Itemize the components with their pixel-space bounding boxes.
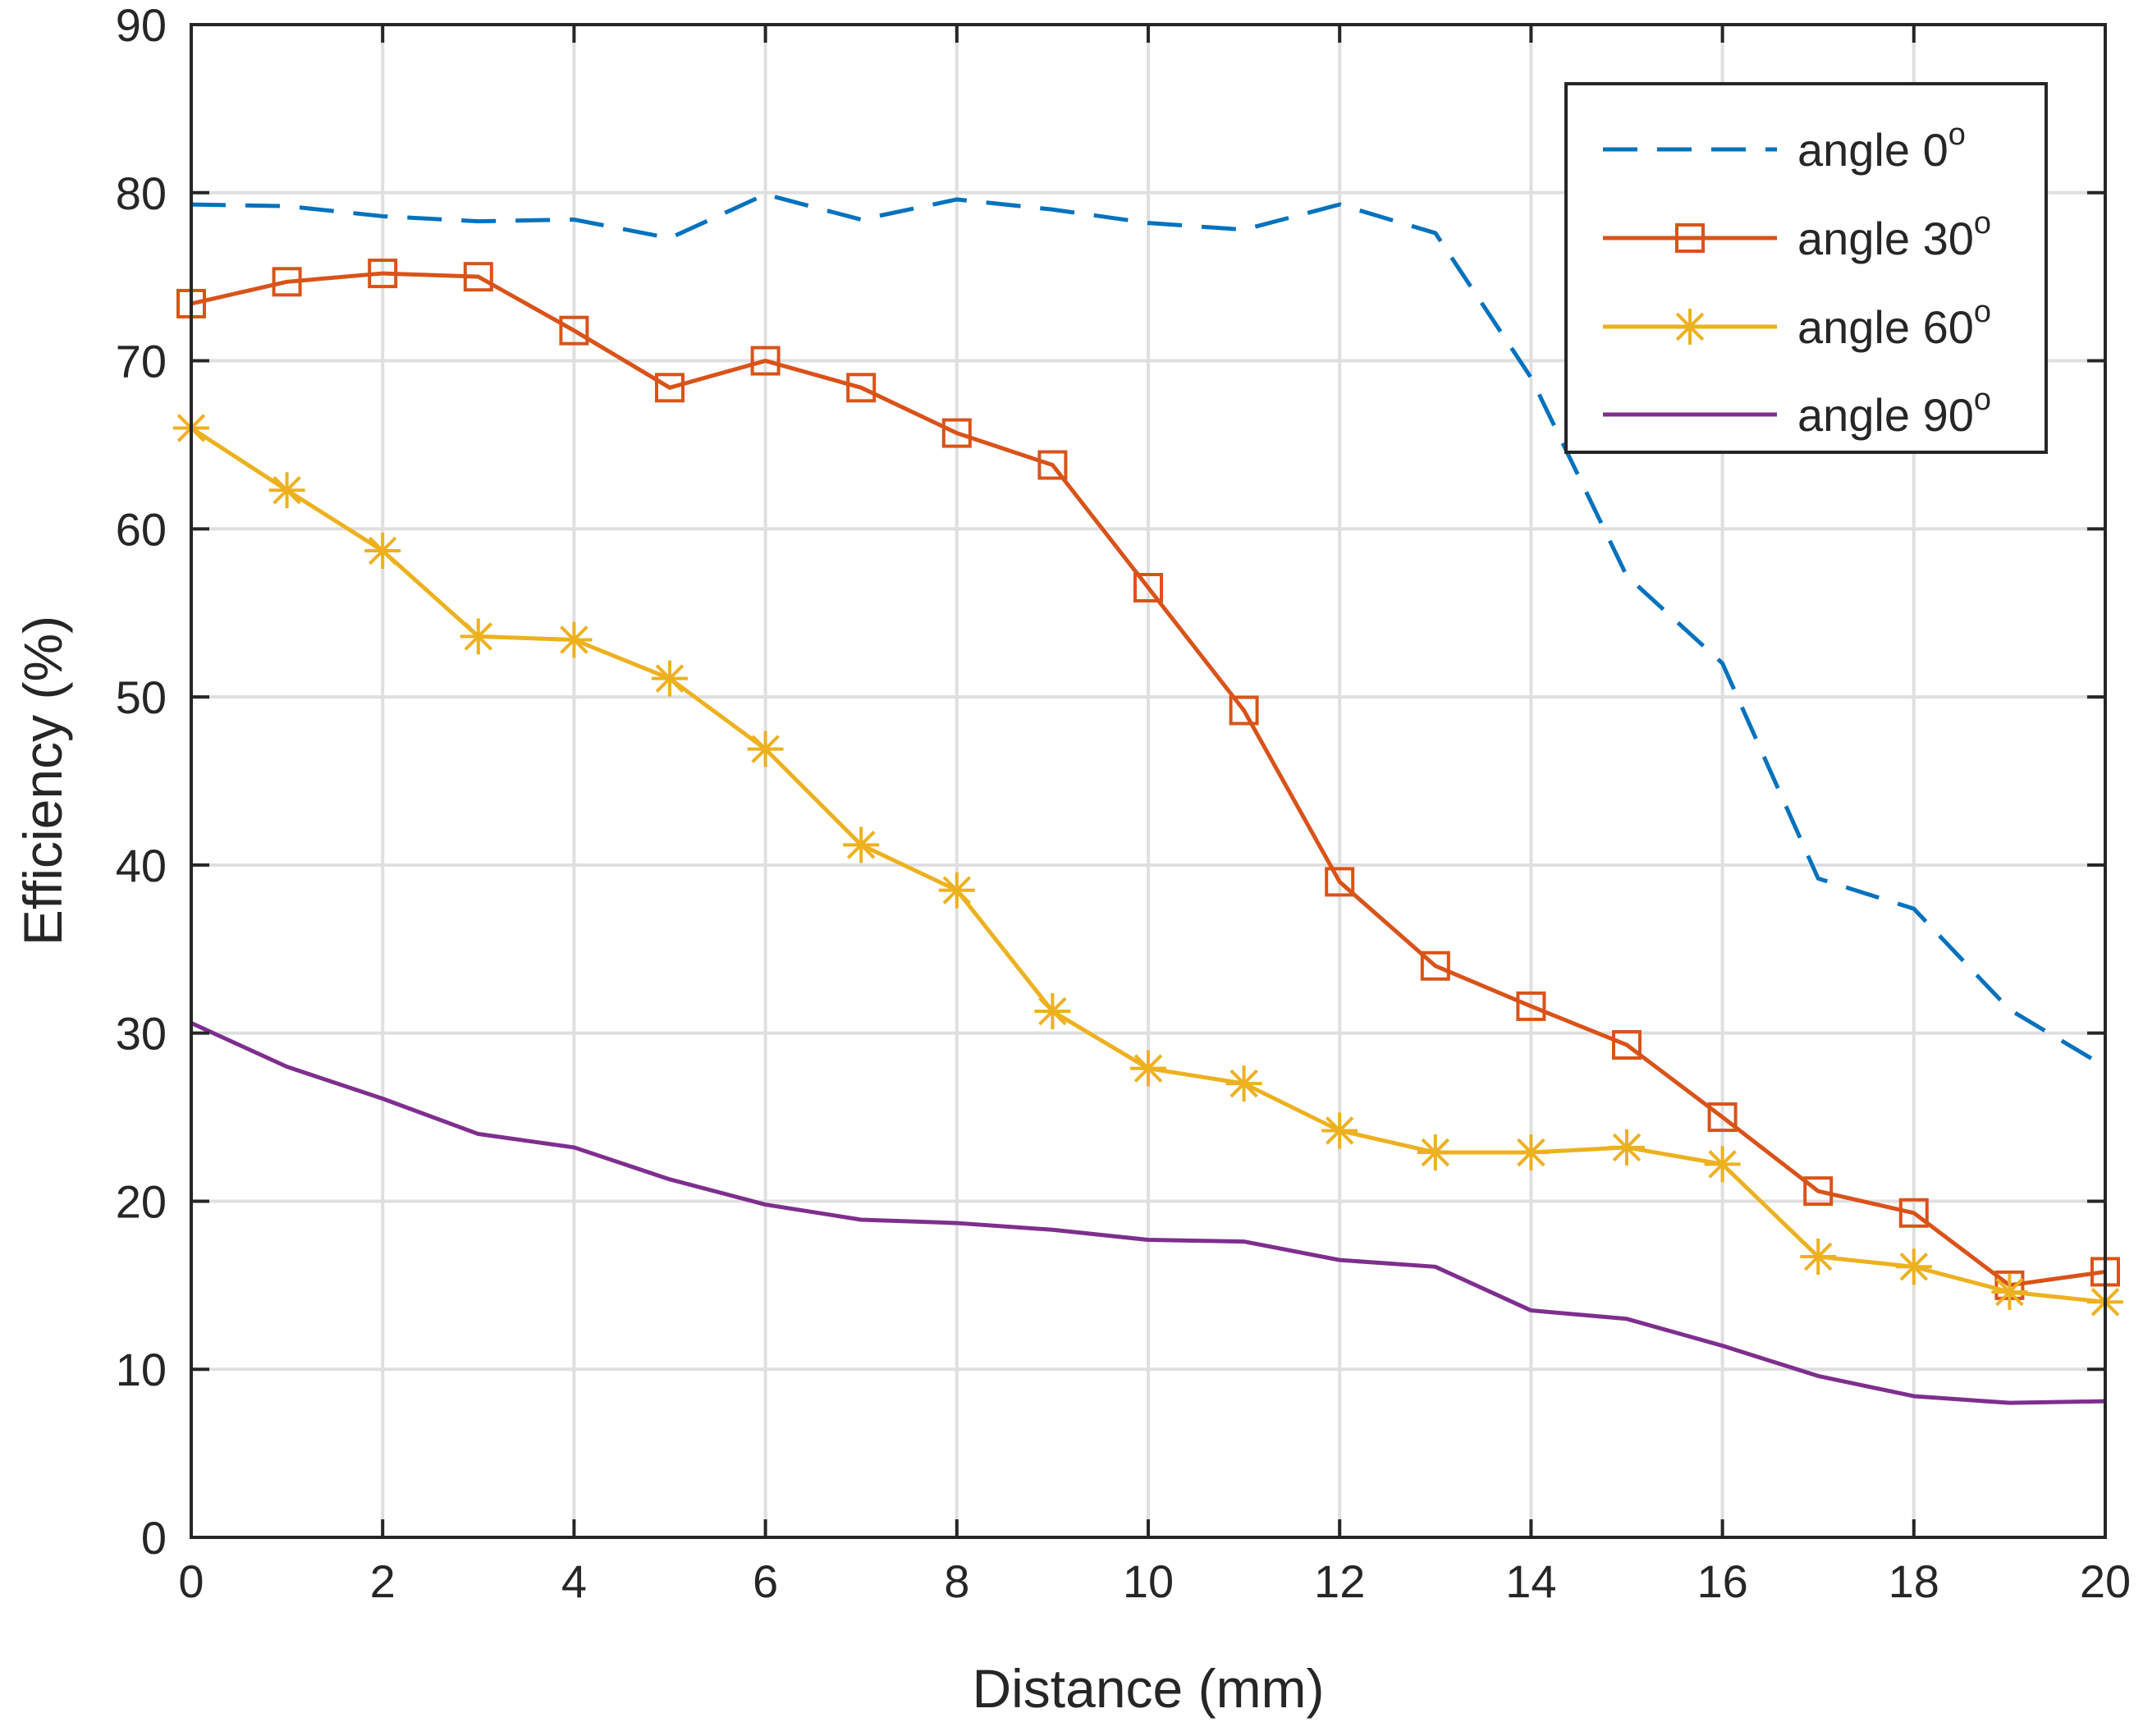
data-point-marker [463,262,493,292]
legend-label-superscript: o [1974,295,1991,329]
data-point-marker [1612,1030,1642,1060]
x-tick-label: 0 [178,1555,204,1607]
data-point-marker [1895,1248,1932,1285]
y-tick-label: 30 [116,1008,167,1060]
legend-entry-1: angle 30o [1603,206,1991,264]
data-point-marker [364,532,401,569]
data-point-marker [1803,1176,1834,1207]
data-point-marker [750,346,781,376]
series-line-1 [190,271,2106,1288]
legend-label-superscript: o [1948,117,1966,152]
series-0 [190,192,2107,1069]
data-point-marker [747,731,784,767]
legend-swatch-marker [1672,309,1708,345]
data-point-marker [1991,1274,2028,1311]
legend-label-text: angle 60 [1797,301,1974,353]
data-point-marker [938,872,975,909]
data-point-marker [1037,450,1068,480]
data-point-marker [652,660,688,697]
legend-label-text: angle 0 [1797,124,1948,176]
x-axis-title: Distance (mm) [972,1658,1324,1719]
data-point-marker [559,315,589,346]
y-tick-label: 90 [116,0,167,51]
data-point-marker [1130,1050,1166,1087]
legend-entry-2: angle 60o [1603,295,1991,353]
y-tick-label: 50 [116,671,167,723]
legend-swatch-marker [1675,223,1705,253]
data-point-marker [1516,991,1546,1021]
data-point-marker [843,827,880,863]
legend-entry-3: angle 90o [1603,382,1991,441]
legend-label-superscript: o [1974,206,1991,240]
legend-label-text: angle 30 [1797,213,1974,264]
x-tick-label: 6 [753,1555,778,1607]
x-tick-label: 4 [561,1555,587,1607]
data-point-marker [1229,695,1259,726]
axis-ticks: 0 2 4 6 8 10 12 14 16 18 20 0 10 20 30 40 50 60 70 80 90 [116,0,2131,1607]
x-tick-label: 8 [944,1555,969,1607]
y-tick-label: 10 [116,1344,167,1395]
data-point-marker [1133,573,1163,603]
data-point-marker [1609,1129,1645,1166]
data-point-marker [460,618,497,655]
data-point-marker [1417,1134,1454,1171]
legend-label-superscript: o [1974,382,1991,417]
data-point-marker [268,472,305,509]
legend-label: angle 0o [1797,117,1966,176]
legend-label: angle 90o [1797,382,1991,441]
x-tick-label: 20 [2080,1555,2131,1607]
data-series [173,192,2123,1405]
data-point-marker [1325,867,1355,897]
data-point-marker [846,373,877,403]
y-tick-label: 40 [116,840,167,891]
legend-label-text: angle 90 [1797,389,1974,441]
data-point-marker [941,418,972,448]
data-point-marker [1420,950,1450,981]
x-tick-label: 2 [370,1555,396,1607]
data-point-marker [1513,1134,1550,1171]
series-line-3 [190,1021,2106,1405]
data-point-marker [1225,1065,1262,1102]
data-point-marker [1704,1146,1741,1183]
y-tick-label: 70 [116,336,167,387]
data-point-marker [1321,1112,1358,1149]
x-tick-label: 10 [1123,1555,1174,1607]
legend-entry-0: angle 0o [1603,117,1966,176]
data-point-marker [1707,1102,1738,1133]
legend-box [1564,82,2048,454]
series-2 [173,410,2123,1321]
x-tick-label: 18 [1889,1555,1939,1607]
series-line-0 [190,192,2107,1069]
y-tick-label: 80 [116,167,167,219]
data-point-marker [556,621,593,658]
x-tick-label: 16 [1697,1555,1747,1607]
y-tick-label: 0 [141,1512,167,1564]
y-tick-label: 20 [116,1175,167,1227]
data-point-marker [1898,1198,1929,1228]
y-axis-title: Efficiency (%) [12,616,73,946]
series-3 [190,1021,2106,1405]
x-tick-label: 14 [1505,1555,1556,1607]
data-point-marker [272,267,302,297]
data-point-marker [368,259,398,289]
x-tick-label: 12 [1314,1555,1365,1607]
data-point-marker [655,373,685,403]
data-point-marker [1800,1239,1837,1276]
series-1 [176,259,2120,1300]
data-point-marker [1034,993,1071,1030]
y-tick-label: 60 [116,503,167,555]
legend-label: angle 30o [1797,206,1991,264]
legend-label: angle 60o [1797,295,1991,353]
